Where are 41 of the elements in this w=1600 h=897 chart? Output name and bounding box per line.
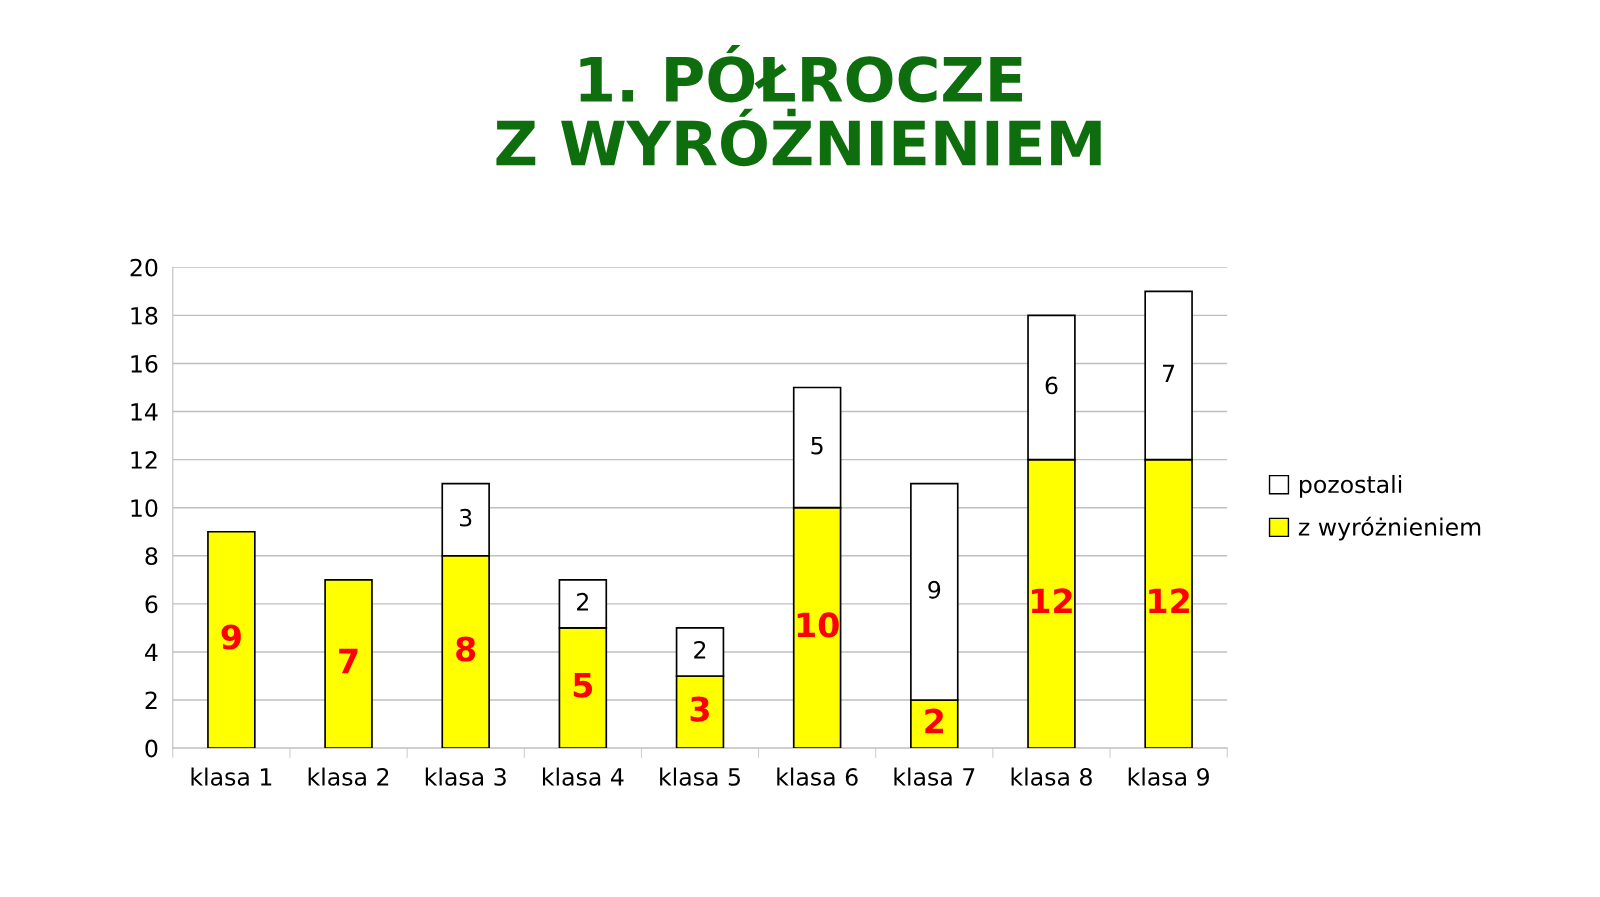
data-label: 6 [1045,376,1058,395]
x-tick-label: klasa 4 [542,767,624,786]
bar [324,578,373,749]
data-label: 3 [459,508,472,527]
data-label: 2 [694,640,706,659]
y-tick-label: 4 [145,643,158,661]
data-label: 9 [221,624,241,650]
y-tick-label: 20 [130,258,158,277]
y-tick-label: 14 [131,403,158,421]
x-tick-label: klasa 8 [1011,767,1092,786]
data-label: 5 [573,672,593,698]
chart-title: 1. PÓŁROCZE Z WYRÓŻNIENIEM [496,45,1101,167]
data-label: 12 [1032,588,1072,614]
x-tick-label: klasa 3 [425,767,506,786]
data-label: 2 [925,708,944,734]
y-tick-label: 12 [131,451,157,469]
bar [207,530,256,749]
data-label: 8 [456,636,476,662]
data-label: 3 [690,696,709,722]
data-label: 7 [1163,364,1175,382]
y-tick-label: 2 [145,691,157,709]
x-tick-label: klasa 1 [191,767,272,786]
y-tick-label: 8 [145,547,158,566]
x-tick-label: klasa 7 [894,767,975,786]
y-tick-label: 18 [131,306,158,325]
legend-label: z wyróżnieniem [1298,516,1481,541]
y-tick-label: 0 [145,739,158,758]
data-label: 12 [1149,588,1189,614]
x-tick-label: klasa 6 [777,767,858,786]
y-tick-label: 16 [131,354,158,373]
x-tick-label: klasa 9 [1128,767,1209,786]
y-tick-label: 6 [145,595,158,614]
x-tick-label: klasa 5 [660,767,740,786]
data-label: 10 [797,612,839,638]
data-label: 9 [928,580,941,599]
y-tick-label: 10 [131,499,158,518]
legend-label: pozostali [1300,474,1402,498]
data-label: 2 [577,592,588,611]
data-label: 5 [811,436,823,455]
x-tick-label: klasa 2 [308,767,389,786]
data-label: 7 [339,648,358,674]
